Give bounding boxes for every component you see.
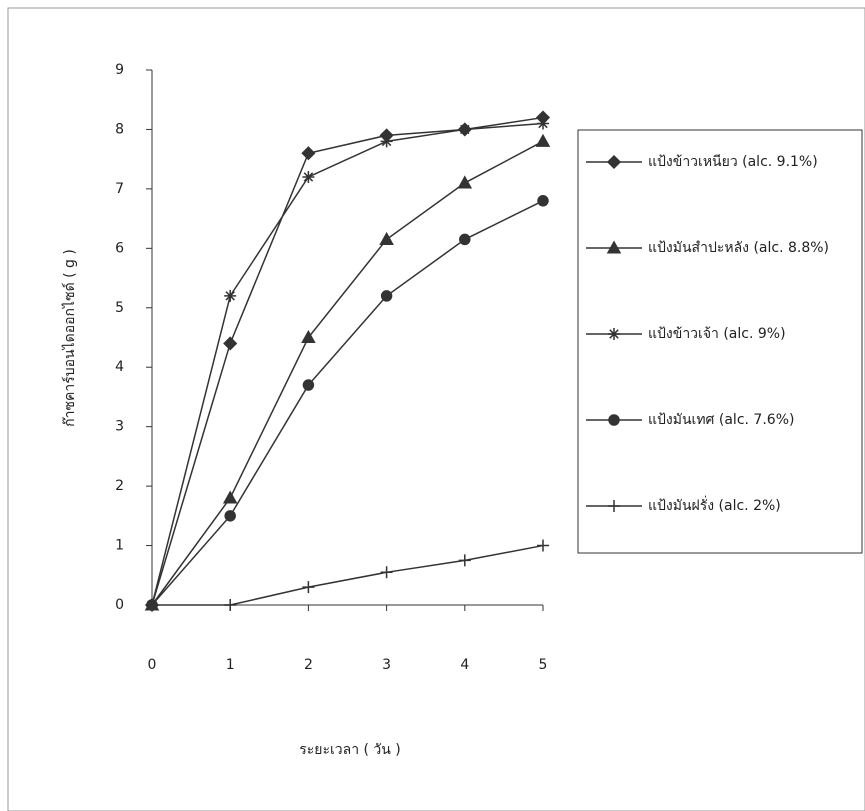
marker [302, 379, 315, 391]
marker [457, 175, 473, 189]
marker [224, 510, 236, 522]
y-tick-label: 7 [115, 181, 124, 197]
marker [459, 233, 471, 246]
y-tick-label: 3 [115, 419, 124, 435]
marker [606, 154, 622, 170]
marker [222, 490, 238, 504]
x-tick-label: 0 [148, 657, 157, 673]
marker [608, 500, 620, 512]
y-tick-label: 4 [115, 359, 124, 375]
marker [223, 336, 238, 351]
marker [535, 133, 551, 147]
series-line [151, 140, 544, 606]
y-axis-label: ก๊าซคาร์บอนไดออกไซด์ ( g ) [61, 249, 78, 427]
y-tick-label: 0 [115, 597, 124, 613]
marker [380, 290, 393, 302]
y-tick-label: 2 [115, 478, 124, 494]
marker [380, 135, 393, 148]
y-tick-label: 5 [115, 300, 124, 316]
marker [380, 566, 393, 579]
legend-label: แป้งข้าวเจ้า (alc. 9%) [648, 326, 786, 342]
y-tick-label: 1 [115, 538, 124, 554]
marker [458, 554, 471, 567]
marker [302, 581, 315, 594]
marker [224, 599, 237, 611]
y-tick-label: 8 [115, 121, 124, 137]
marker [608, 328, 620, 340]
marker [537, 195, 549, 207]
marker [379, 231, 394, 245]
marker [146, 599, 158, 611]
marker [537, 117, 549, 130]
marker [537, 539, 549, 552]
marker [606, 240, 622, 254]
x-tick-label: 4 [460, 657, 469, 673]
marker [458, 123, 471, 136]
x-tick-label: 1 [226, 657, 235, 673]
series-line [152, 544, 544, 606]
y-tick-label: 6 [115, 240, 124, 256]
x-tick-label: 3 [382, 657, 391, 673]
marker [301, 329, 316, 344]
legend-label: แป้งมันเทศ (alc. 7.6%) [648, 412, 794, 428]
legend-label: แป้งมันสำปะหลัง (alc. 8.8%) [648, 240, 829, 256]
legend-label: แป้งข้าวเหนียว (alc. 9.1%) [648, 154, 818, 170]
legend-box [577, 129, 863, 554]
series-line [151, 116, 544, 606]
series-line [151, 122, 544, 606]
marker [224, 289, 237, 302]
x-tick-label: 5 [539, 657, 548, 673]
y-tick-label: 9 [115, 62, 124, 78]
x-tick-label: 2 [304, 657, 313, 673]
marker [608, 414, 620, 426]
legend-label: แป้งมันฝรั่ง (alc. 2%) [648, 496, 781, 514]
marker [302, 171, 315, 183]
series-line [151, 200, 544, 606]
marker [301, 146, 316, 161]
x-axis-label: ระยะเวลา ( วัน ) [299, 742, 401, 758]
